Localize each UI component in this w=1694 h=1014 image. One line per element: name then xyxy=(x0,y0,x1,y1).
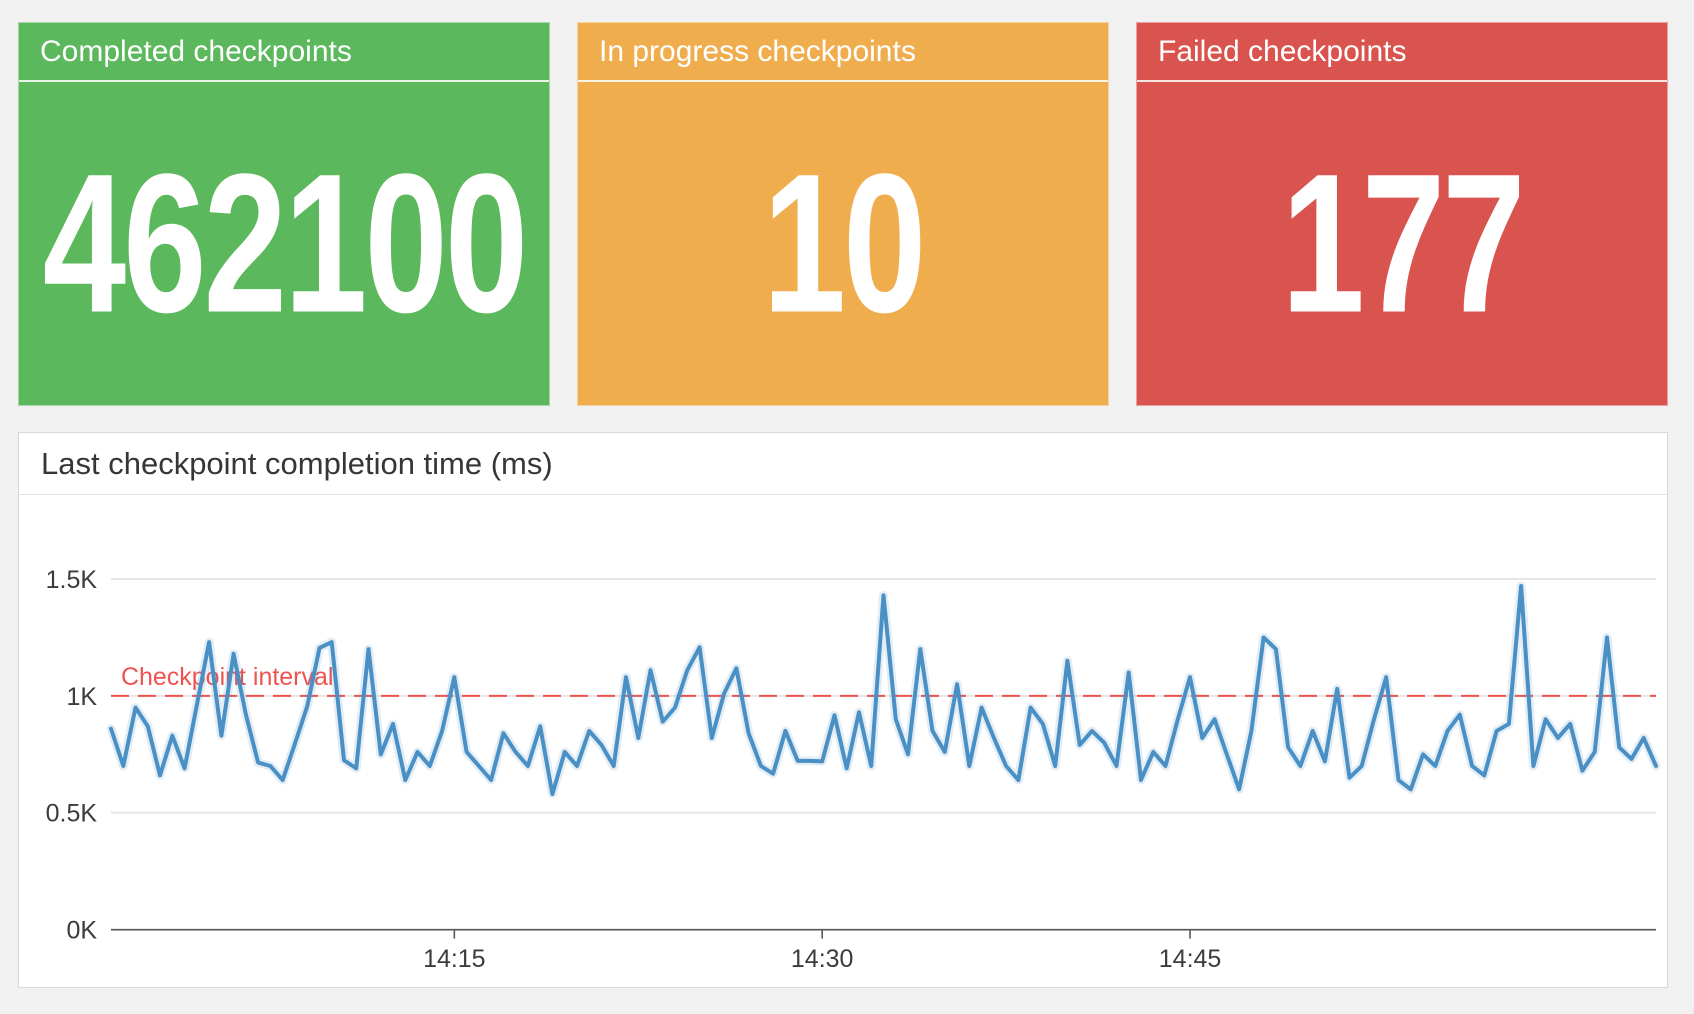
y-tick-label: 0K xyxy=(66,918,97,945)
stat-panel-completed-header: Completed checkpoints xyxy=(19,23,549,82)
x-tick-label: 14:30 xyxy=(791,946,854,973)
x-tick-label: 14:15 xyxy=(423,946,486,973)
stat-panel-in-progress: In progress checkpoints 10 xyxy=(577,22,1109,406)
chart-panel: Last checkpoint completion time (ms) 0K 0… xyxy=(18,432,1668,988)
stats-row: Completed checkpoints 462100 In progress… xyxy=(18,22,1668,406)
stat-panel-completed-value: 462100 xyxy=(42,131,529,354)
stat-panel-failed-value: 177 xyxy=(1281,131,1525,354)
stat-panel-in-progress-title: In progress checkpoints xyxy=(599,34,916,68)
stat-panel-completed: Completed checkpoints 462100 xyxy=(18,22,550,406)
stat-panel-failed-header: Failed checkpoints xyxy=(1137,23,1667,82)
y-tick-label: 1K xyxy=(66,684,97,711)
y-tick-label: 1.5K xyxy=(46,567,98,594)
x-tick-label: 14:45 xyxy=(1159,946,1222,973)
series-line xyxy=(109,584,1658,797)
stat-panel-in-progress-value: 10 xyxy=(762,131,927,354)
chart-panel-title: Last checkpoint completion time (ms) xyxy=(19,433,1667,495)
y-tick-label: 0.5K xyxy=(46,801,98,828)
chart-body: 0K 0.5K 1K 1.5K 14:15 14:30 14:45 Checkpoint in… xyxy=(19,495,1667,987)
stat-panel-completed-title: Completed checkpoints xyxy=(40,34,352,68)
stat-panel-in-progress-header: In progress checkpoints xyxy=(578,23,1108,82)
stat-panel-failed-title: Failed checkpoints xyxy=(1158,34,1407,68)
stat-panel-failed: Failed checkpoints 177 xyxy=(1136,22,1668,406)
